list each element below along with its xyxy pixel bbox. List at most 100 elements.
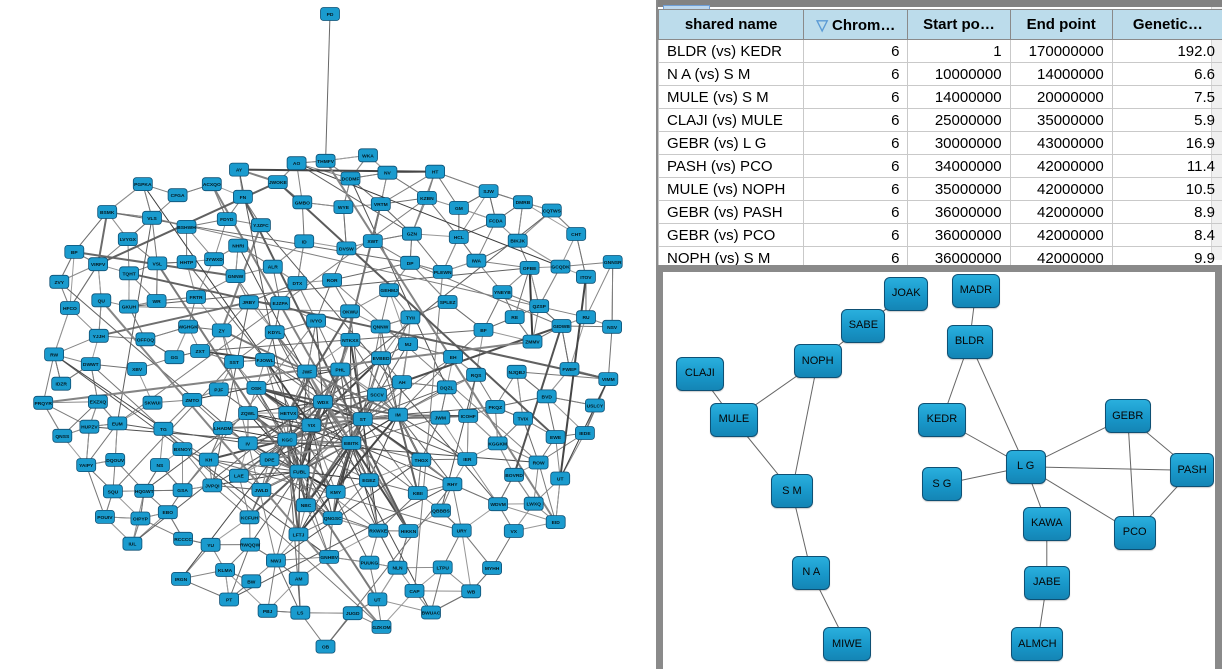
svg-text:IWA: IWA bbox=[472, 259, 482, 265]
svg-text:EH: EH bbox=[450, 355, 457, 361]
svg-text:BWUAC: BWUAC bbox=[422, 611, 441, 617]
svg-text:XBV: XBV bbox=[132, 367, 143, 373]
svg-text:GMBO: GMBO bbox=[295, 200, 310, 206]
svg-text:THMFV: THMFV bbox=[317, 159, 335, 165]
svg-text:EID: EID bbox=[552, 520, 561, 526]
svg-text:FWEP: FWEP bbox=[562, 367, 577, 373]
svg-text:NHRI: NHRI bbox=[232, 244, 245, 250]
svg-text:ZY: ZY bbox=[219, 328, 226, 334]
svg-text:JWLD: JWLD bbox=[254, 488, 268, 494]
svg-text:QZSP: QZSP bbox=[533, 304, 547, 310]
svg-text:RHY: RHY bbox=[447, 482, 458, 488]
svg-text:WR: WR bbox=[153, 299, 162, 305]
svg-text:JWF: JWF bbox=[302, 370, 312, 376]
svg-text:RQS: RQS bbox=[471, 373, 482, 379]
svg-text:PKQZ: PKQZ bbox=[489, 405, 503, 411]
svg-text:ZVY: ZVY bbox=[55, 280, 65, 286]
svg-text:USLCY: USLCY bbox=[587, 404, 604, 410]
svg-text:HUPZV: HUPZV bbox=[81, 425, 98, 431]
svg-text:IV: IV bbox=[245, 441, 250, 447]
svg-text:PGPKA: PGPKA bbox=[134, 182, 152, 188]
svg-text:QBBBS: QBBBS bbox=[432, 509, 450, 515]
svg-text:GZKOM: GZKOM bbox=[372, 625, 390, 631]
svg-text:EVBED: EVBED bbox=[373, 356, 390, 362]
svg-text:URY: URY bbox=[457, 529, 468, 535]
svg-text:ZMTO: ZMTO bbox=[185, 398, 199, 404]
svg-text:GCQDK: GCQDK bbox=[551, 265, 570, 271]
svg-text:PJF: PJF bbox=[214, 387, 223, 393]
svg-text:UT: UT bbox=[374, 597, 381, 603]
svg-text:IRGN: IRGN bbox=[175, 577, 188, 583]
svg-text:AM: AM bbox=[295, 577, 303, 583]
svg-text:NBC: NBC bbox=[301, 503, 312, 509]
svg-text:ICOHF: ICOHF bbox=[461, 414, 476, 420]
svg-text:OFBE: OFBE bbox=[523, 266, 537, 272]
svg-text:QU: QU bbox=[98, 298, 106, 304]
svg-text:IM: IM bbox=[395, 413, 400, 419]
svg-text:EJZPA: EJZPA bbox=[272, 301, 288, 307]
svg-text:OSK: OSK bbox=[251, 386, 262, 392]
svg-text:IVYO: IVYO bbox=[310, 319, 322, 325]
svg-text:BXNOY: BXNOY bbox=[174, 447, 192, 453]
svg-text:GSA: GSA bbox=[177, 488, 188, 494]
svg-text:HCL: HCL bbox=[454, 235, 464, 241]
svg-text:DCDMF: DCDMF bbox=[342, 177, 360, 183]
svg-text:RE: RE bbox=[511, 315, 519, 321]
svg-text:EGEZ: EGEZ bbox=[362, 478, 375, 484]
svg-text:XWT: XWT bbox=[367, 239, 378, 245]
svg-text:CAP: CAP bbox=[409, 589, 420, 595]
svg-text:BW: BW bbox=[247, 579, 256, 585]
svg-text:IEDE: IEDE bbox=[579, 431, 591, 437]
svg-text:PUUKG: PUUKG bbox=[361, 561, 379, 567]
svg-text:PD: PD bbox=[327, 12, 334, 18]
svg-text:SJW: SJW bbox=[483, 189, 494, 195]
svg-text:KGGKM: KGGKM bbox=[488, 441, 507, 447]
svg-text:SQU: SQU bbox=[108, 489, 119, 495]
svg-text:EBITK: EBITK bbox=[344, 441, 359, 447]
svg-text:FCDA: FCDA bbox=[489, 219, 503, 225]
svg-text:VIMM: VIMM bbox=[602, 377, 615, 383]
svg-text:NTKXX: NTKXX bbox=[342, 338, 359, 344]
svg-text:AY: AY bbox=[236, 168, 243, 174]
svg-text:LTPU: LTPU bbox=[436, 565, 449, 571]
svg-text:GNHBV: GNHBV bbox=[320, 555, 338, 561]
svg-text:VLS: VLS bbox=[147, 216, 157, 222]
svg-text:BIKJK: BIKJK bbox=[510, 239, 525, 245]
svg-text:NWJ: NWJ bbox=[270, 559, 281, 565]
svg-text:KLMA: KLMA bbox=[218, 568, 233, 574]
svg-text:FRTR: FRTR bbox=[189, 295, 203, 301]
svg-text:ZXT: ZXT bbox=[195, 349, 204, 355]
svg-text:ID: ID bbox=[302, 239, 307, 245]
svg-text:KGC: KGC bbox=[282, 438, 293, 444]
svg-text:KZBN: KZBN bbox=[420, 196, 434, 202]
svg-text:SPLEZ: SPLEZ bbox=[440, 300, 456, 306]
svg-text:DQOUV: DQOUV bbox=[106, 458, 125, 464]
svg-text:MJ: MJ bbox=[405, 342, 412, 348]
svg-text:NSV: NSV bbox=[607, 325, 618, 331]
svg-text:PHL: PHL bbox=[335, 368, 345, 374]
svg-text:OKWU: OKWU bbox=[342, 309, 358, 315]
svg-text:FDYD: FDYD bbox=[220, 217, 234, 223]
svg-text:RCCCC: RCCCC bbox=[174, 537, 192, 543]
svg-text:EXZXQ: EXZXQ bbox=[90, 400, 107, 406]
svg-text:IER: IER bbox=[463, 457, 472, 463]
svg-text:ZQWL: ZQWL bbox=[241, 411, 255, 417]
svg-text:JUGD: JUGD bbox=[346, 611, 360, 617]
svg-text:JRBY: JRBY bbox=[242, 300, 256, 306]
svg-text:GNNSR: GNNSR bbox=[604, 260, 622, 266]
svg-text:JVPQI: JVPQI bbox=[205, 483, 220, 489]
svg-text:VIRFV: VIRFV bbox=[91, 262, 106, 268]
svg-text:NV: NV bbox=[384, 171, 392, 177]
svg-text:DTX: DTX bbox=[293, 281, 304, 287]
svg-text:BSHWH: BSHWH bbox=[177, 225, 196, 231]
svg-text:OFFOQ: OFFOQ bbox=[137, 337, 155, 343]
svg-text:TG: TG bbox=[160, 427, 167, 433]
svg-text:FJOWL: FJOWL bbox=[257, 358, 274, 364]
svg-text:QNSS: QNSS bbox=[55, 434, 70, 440]
svg-text:YIX: YIX bbox=[307, 423, 316, 429]
svg-text:GNNW: GNNW bbox=[228, 274, 244, 280]
svg-text:ROW: ROW bbox=[533, 461, 545, 467]
svg-text:DQZL: DQZL bbox=[440, 385, 453, 391]
svg-text:BP: BP bbox=[71, 250, 79, 256]
svg-text:JYWXD: JYWXD bbox=[205, 257, 223, 263]
